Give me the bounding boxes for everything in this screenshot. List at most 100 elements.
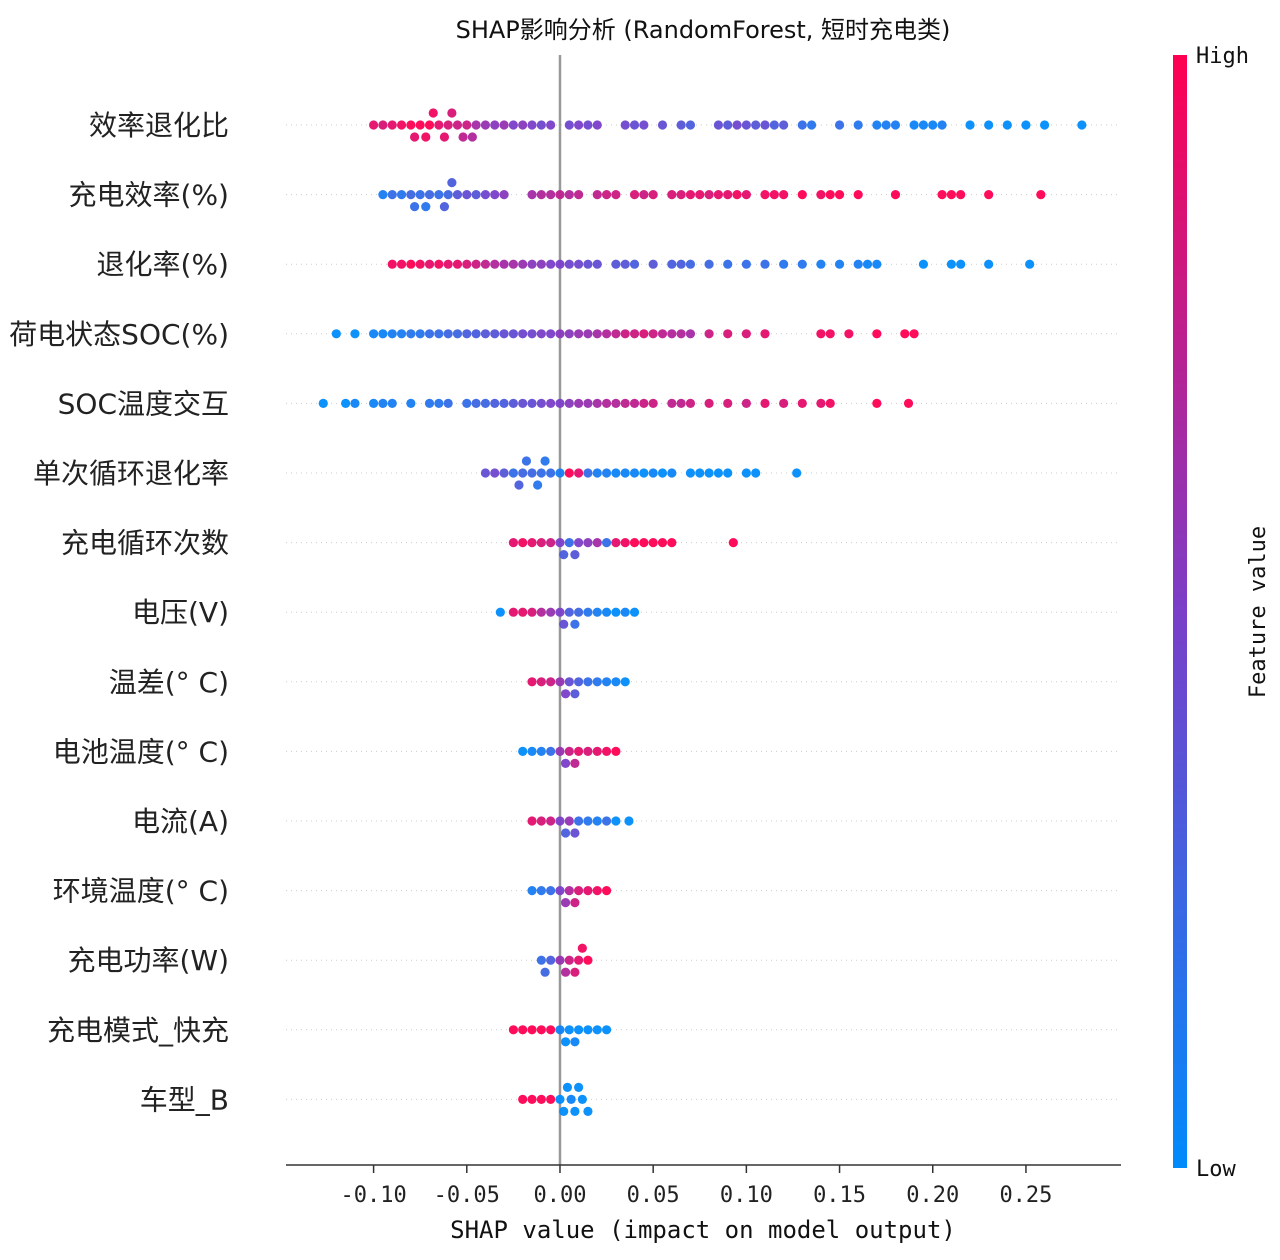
shap-point [536,955,546,965]
shap-point [629,398,640,408]
shap-point [900,329,910,339]
shap-point [536,746,546,757]
shap-point [555,886,565,896]
shap-point [834,190,845,200]
shap-point [439,202,450,212]
shap-point [527,886,537,896]
shap-point [378,120,388,130]
shap-point [760,259,770,269]
shap-point [583,1025,593,1035]
shap-point [443,398,453,408]
shap-point [620,120,630,130]
shap-point [956,259,966,269]
shap-point [620,259,630,269]
shap-point [410,132,420,142]
shap-point [378,398,388,408]
shap-point [508,468,518,478]
shap-point [629,468,640,478]
shap-point [685,259,696,269]
shap-point [421,132,431,142]
shap-point [518,746,528,757]
shap-point [555,955,565,965]
shap-point [629,538,640,548]
shap-point [741,329,751,339]
feature-label: SOC温度交互 [58,387,229,420]
shap-point [546,955,556,965]
shap-point [570,1037,580,1047]
shap-point [574,329,584,339]
shap-point [555,1094,565,1104]
shap-point [713,190,724,200]
chart-title: SHAP影响分析 (RandomForest, 短时充电类) [456,16,951,44]
shap-point [583,607,593,617]
shap-point [629,329,640,339]
shap-point [555,746,565,757]
shap-point [508,398,518,408]
shap-point [527,259,537,269]
shap-point [769,190,779,200]
shap-point [555,398,565,408]
shap-point [583,398,593,408]
shap-point [853,259,863,269]
shap-point [825,329,835,339]
shap-point [462,329,472,339]
shap-point [611,190,621,200]
shap-point [555,538,565,548]
shap-point [760,329,770,339]
shap-point [462,190,472,200]
shap-point [620,468,630,478]
shap-point [536,468,546,478]
shap-point [741,120,751,130]
shap-point [428,108,438,118]
shap-point [480,259,491,269]
shap-point [350,329,360,339]
shap-point [566,1094,576,1104]
shap-point [667,190,677,200]
shap-point [639,120,649,130]
shap-point [984,190,994,200]
shap-point [424,398,435,408]
shap-point [508,538,518,548]
shap-point [546,816,556,826]
shap-point [890,120,901,130]
shap-point [415,190,425,200]
shap-point [518,120,528,130]
shap-point [928,120,938,130]
shap-point [574,816,584,826]
shap-point [555,259,565,269]
x-axis-ticks: -0.10 -0.05 0.00 0.05 0.10 0.15 0.20 0.25 [340,1165,1052,1208]
shap-point [536,607,546,617]
shap-point [480,468,491,478]
shap-point [685,190,696,200]
shap-point [471,259,481,269]
shap-point [890,190,901,200]
shap-point [490,120,500,130]
shap-point [546,120,556,130]
shap-point [648,190,658,200]
shap-point [518,468,528,478]
shap-point [560,967,571,977]
shap-point [499,468,509,478]
shap-point [872,329,882,339]
feature-label: 电压(V) [132,596,229,629]
shap-point [406,329,416,339]
shap-point [779,259,789,269]
shap-point [592,1025,602,1035]
shap-point [546,886,556,896]
shap-point [574,190,584,200]
shap-point [562,1082,573,1092]
shap-point [592,538,602,548]
x-tick-label: -0.05 [434,1183,500,1208]
shap-point [620,677,630,687]
shap-point [564,886,574,896]
shap-point [527,398,537,408]
shap-point [396,329,407,339]
shap-point [807,120,817,130]
x-tick-label: 0.20 [906,1183,959,1208]
feature-label: 充电循环次数 [61,527,229,560]
shap-point [415,329,425,339]
shap-point [583,468,593,478]
shap-point [620,329,630,339]
shap-point [546,538,556,548]
shap-point [1039,120,1050,130]
